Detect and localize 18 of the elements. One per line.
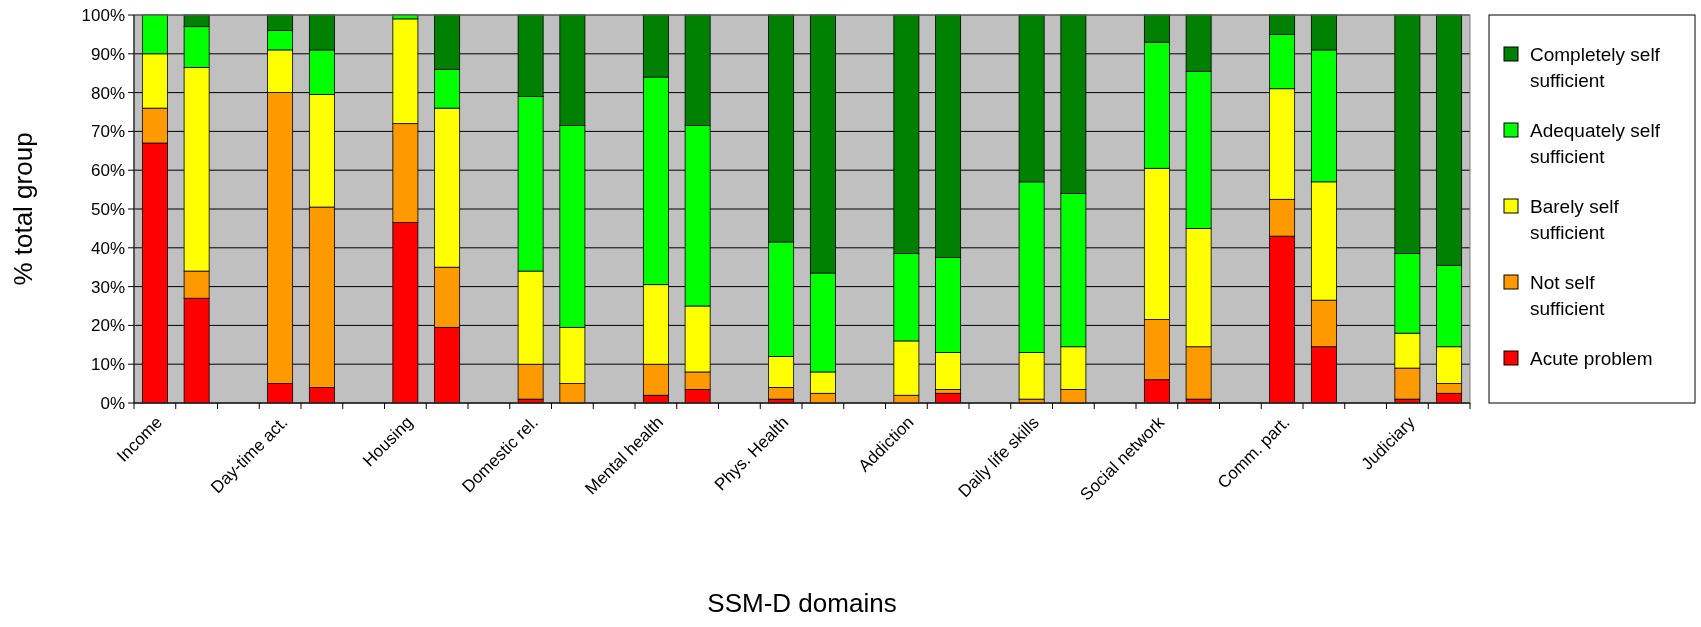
y-tick-label: 10%	[90, 355, 125, 375]
y-tick-label: 80%	[90, 83, 125, 103]
legend-label: Not self sufficient	[1530, 272, 1606, 319]
y-tick-label: 0%	[100, 393, 125, 413]
legend-label: Acute problem	[1530, 348, 1653, 369]
x-axis-title: SSM-D domains	[707, 588, 897, 618]
legend-label: Barely self sufficient	[1530, 196, 1620, 243]
legend-label: Completely self sufficient	[1530, 44, 1661, 91]
y-axis-title: % total group	[8, 132, 38, 286]
y-tick-label: 50%	[90, 199, 125, 219]
y-tick-label: 40%	[90, 238, 125, 258]
y-tick-label: 60%	[90, 161, 125, 181]
y-tick-label: 20%	[90, 316, 125, 336]
legend-label: Adequately self sufficient	[1530, 120, 1661, 167]
y-tick-label: 70%	[90, 122, 125, 142]
y-tick-label: 90%	[90, 44, 125, 64]
y-tick-label: 100%	[81, 5, 125, 25]
y-tick-label: 30%	[90, 277, 125, 297]
